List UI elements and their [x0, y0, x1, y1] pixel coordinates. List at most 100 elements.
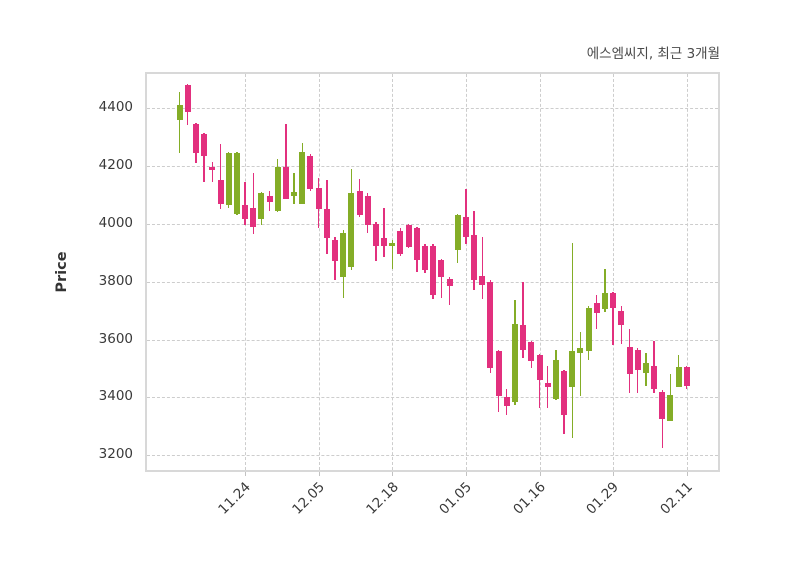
x-gridline	[318, 74, 320, 470]
candle-body-down	[381, 238, 388, 246]
candle-body-down	[634, 349, 641, 370]
candle-wick-down	[203, 132, 205, 182]
x-tick-mark	[613, 472, 615, 476]
candle-body-up	[258, 193, 265, 220]
candle-wick-down	[285, 124, 287, 200]
candle-body-down	[217, 180, 224, 204]
candle-body-down	[184, 84, 191, 113]
candle-body-down	[209, 167, 216, 171]
candle-body-down	[192, 124, 199, 153]
candle-wick-down	[481, 236, 483, 300]
candle-body-down	[593, 303, 600, 314]
candle-body-up	[340, 232, 347, 278]
candle-body-down	[544, 382, 551, 388]
candle-body-down	[201, 134, 208, 156]
candle-body-down	[536, 355, 543, 381]
candle-body-up	[511, 323, 518, 402]
x-tick-label: 12.18	[362, 479, 402, 518]
candle-body-down	[618, 310, 625, 326]
y-tick-label: 3200	[98, 446, 133, 463]
x-tick-mark	[539, 472, 541, 476]
y-tick-label: 3800	[98, 272, 133, 289]
candle-body-up	[176, 105, 183, 120]
candle-body-up	[348, 193, 355, 268]
candle-body-up	[577, 348, 584, 353]
x-gridline	[245, 74, 247, 470]
x-tick-mark	[686, 472, 688, 476]
candle-body-up	[233, 152, 240, 214]
candle-body-up	[601, 293, 608, 310]
candle-wick-up	[391, 239, 393, 269]
candle-body-down	[332, 239, 339, 262]
y-tick-label: 4200	[98, 156, 133, 173]
candle-body-up	[454, 215, 461, 250]
candle-body-down	[503, 397, 510, 407]
x-gridline	[539, 74, 541, 470]
y-gridline	[147, 108, 718, 110]
candle-body-down	[446, 278, 453, 287]
y-tick-label: 3400	[98, 388, 133, 405]
candle-body-down	[520, 325, 527, 350]
candle-body-down	[561, 371, 568, 415]
x-tick-label: 12.05	[289, 479, 328, 518]
candle-body-down	[471, 235, 478, 281]
candle-wick-down	[383, 207, 385, 258]
y-gridline	[147, 397, 718, 399]
candle-body-down	[479, 275, 486, 285]
candle-body-down	[250, 207, 257, 227]
candle-body-down	[487, 281, 494, 369]
candle-body-down	[372, 223, 379, 246]
candle-body-down	[315, 187, 322, 210]
candle-body-up	[667, 394, 674, 421]
y-tick-label: 4000	[98, 214, 133, 231]
candle-wick-down	[219, 144, 222, 210]
candle-wick-down	[538, 354, 541, 408]
candle-body-down	[659, 391, 666, 420]
y-gridline	[147, 455, 718, 457]
candle-body-down	[405, 225, 412, 247]
candle-body-up	[552, 359, 559, 399]
x-tick-label: 01.05	[436, 479, 476, 518]
candle-wick-down	[448, 277, 451, 305]
candle-body-down	[364, 196, 371, 226]
candle-body-up	[585, 307, 592, 352]
candle-wick-down	[440, 258, 443, 298]
candle-body-down	[438, 259, 445, 278]
candle-body-down	[413, 228, 420, 260]
candle-wick-up	[571, 242, 573, 438]
candle-body-up	[274, 167, 281, 211]
candle-body-down	[651, 365, 658, 389]
y-gridline	[147, 165, 718, 167]
y-tick-label: 4400	[98, 99, 133, 116]
candle-body-down	[356, 190, 363, 216]
candle-body-down	[242, 205, 249, 220]
x-tick-label: 11.24	[215, 479, 255, 518]
candle-wick-down	[612, 291, 614, 346]
x-tick-mark	[318, 472, 320, 476]
candle-wick-up	[604, 268, 606, 313]
candle-body-up	[389, 242, 396, 246]
y-gridline	[147, 339, 718, 341]
candle-body-down	[610, 293, 617, 308]
candle-wick-up	[293, 173, 295, 204]
candle-wick-down	[661, 390, 663, 448]
x-gridline	[465, 74, 467, 470]
plot-area	[145, 72, 720, 472]
candle-body-down	[430, 245, 437, 295]
x-gridline	[613, 74, 615, 470]
x-tick-mark	[245, 472, 247, 476]
x-tick-label: 01.29	[583, 479, 623, 518]
candle-body-down	[495, 351, 502, 396]
candle-body-down	[462, 216, 469, 237]
candle-wick-down	[620, 306, 622, 344]
candle-body-up	[642, 362, 649, 373]
candle-wick-down	[636, 348, 639, 394]
candle-body-down	[626, 346, 633, 375]
candle-body-down	[266, 196, 273, 203]
y-tick-label: 3600	[98, 330, 133, 347]
x-tick-mark	[465, 472, 467, 476]
candle-wick-down	[252, 173, 254, 234]
candle-wick-down	[522, 281, 524, 359]
candle-body-up	[569, 351, 576, 388]
